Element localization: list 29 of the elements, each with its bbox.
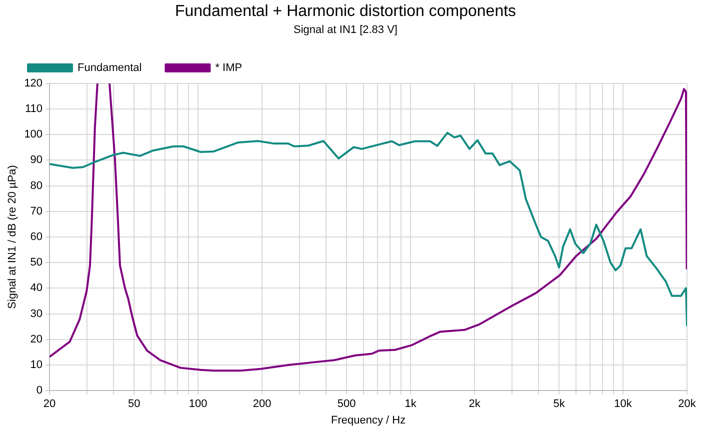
x-tick-label: 20 [43,398,56,410]
chart-subtitle: Signal at IN1 [2.83 V] [294,24,398,36]
x-axis-title: Frequency / Hz [330,414,406,426]
y-tick-label: 70 [30,205,43,218]
y-tick-label: 120 [24,77,43,90]
y-axis-title: Signal at IN1 / dB (re 20 µPa) [6,165,19,309]
x-tick-label: 20k [678,398,696,410]
y-tick-label: 100 [24,128,43,141]
y-tick-label: 0 [36,384,43,397]
y-tick-label: 20 [30,333,43,346]
y-tick-label: 50 [30,256,43,269]
y-tick-label: 80 [30,180,43,192]
x-tick-label: 500 [337,398,356,410]
x-tick-label: 1k [404,398,417,410]
x-tick-label: 10k [614,398,632,410]
x-tick-label: 5k [553,398,566,410]
y-tick-label: 30 [30,308,43,320]
y-tick-label: 60 [30,231,43,244]
y-tick-label: 110 [25,103,43,116]
legend-label: Fundamental [78,62,142,74]
y-tick-label: 40 [30,282,43,294]
x-tick-label: 50 [128,398,140,410]
x-tick-label: 200 [252,398,272,410]
legend-label: * IMP [215,62,242,74]
y-tick-label: 90 [30,154,43,166]
x-tick-label: 2k [468,398,481,410]
y-tick-label: 10 [30,359,43,372]
chart-title: Fundamental + Harmonic distortion components [174,3,516,20]
x-tick-label: 100 [188,398,208,410]
